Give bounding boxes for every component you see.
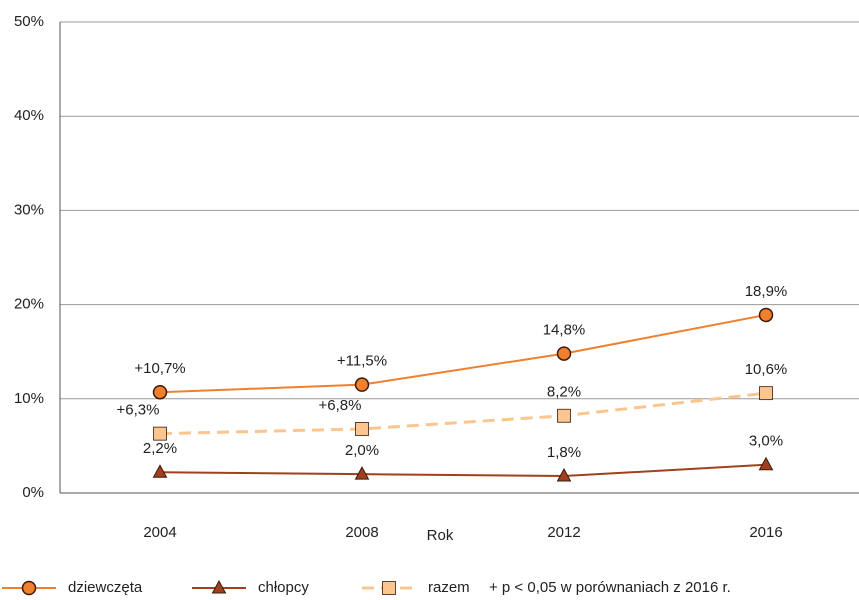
data-label: +11,5% (337, 353, 387, 370)
legend-label: razem (428, 579, 470, 596)
data-label: 10,6% (745, 361, 788, 378)
data-label: 1,8% (547, 444, 581, 461)
marker (758, 307, 774, 323)
marker (556, 467, 572, 482)
y-tick-label: 30% (14, 201, 44, 218)
legend-label: dziewczęta (68, 579, 143, 596)
data-label: 14,8% (543, 322, 586, 339)
marker (354, 466, 370, 480)
data-label: +6,3% (117, 402, 160, 419)
marker (556, 346, 572, 361)
marker (354, 377, 370, 392)
y-tick-label: 40% (14, 107, 44, 124)
y-tick-label: 20% (14, 296, 44, 313)
x-axis-label: Rok (427, 527, 454, 544)
x-tick-label: 2008 (345, 524, 378, 541)
marker (355, 422, 369, 436)
y-tick-label: 10% (14, 390, 44, 407)
data-label: 2,0% (345, 442, 379, 459)
legend-marker (211, 579, 227, 594)
marker (152, 464, 168, 478)
x-tick-label: 2012 (547, 524, 580, 541)
data-label: 18,9% (745, 283, 788, 300)
series-line (159, 313, 767, 394)
x-tick-label: 2004 (143, 524, 176, 541)
y-tick-label: 50% (14, 13, 44, 30)
legend-marker (21, 580, 37, 596)
marker (153, 426, 167, 441)
data-label: +10,7% (134, 360, 185, 377)
legend-label: chłopcy (258, 579, 309, 596)
data-label: 3,0% (749, 433, 783, 450)
marker (759, 386, 773, 401)
y-tick-label: 0% (22, 484, 44, 501)
data-label: 8,2% (547, 384, 581, 401)
data-label: 2,2% (143, 440, 177, 457)
marker (152, 384, 168, 400)
series-line (159, 391, 767, 436)
marker (557, 408, 571, 423)
x-tick-label: 2016 (749, 524, 782, 541)
legend-marker (382, 581, 396, 595)
marker (758, 456, 774, 471)
series-line (159, 463, 767, 478)
data-label: +6,8% (319, 397, 362, 414)
note: + p < 0,05 w porównaniach z 2016 r. (489, 579, 731, 596)
